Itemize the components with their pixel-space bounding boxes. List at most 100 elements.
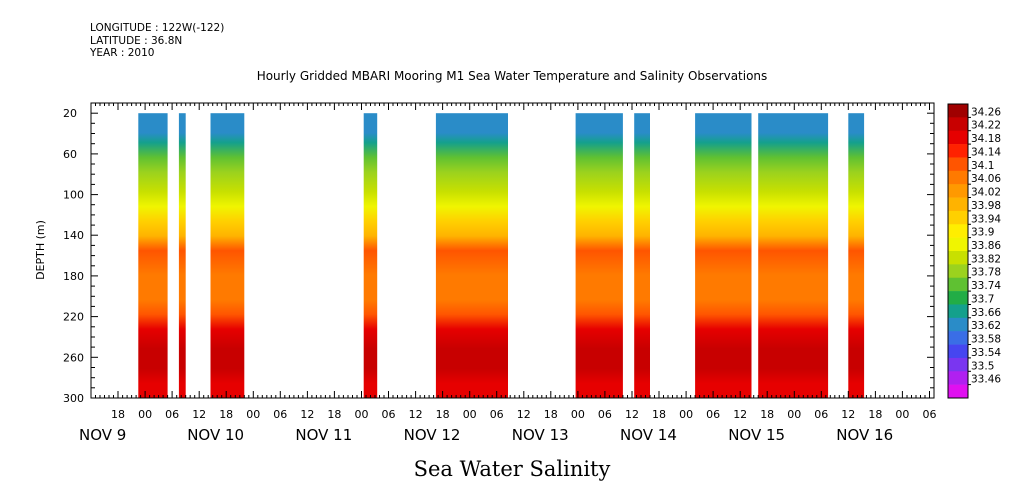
x-tick-label: 06 <box>490 408 504 421</box>
y-tick-label: 180 <box>63 270 84 283</box>
colorbar-swatch <box>948 251 968 265</box>
colorbar-swatch <box>948 277 968 292</box>
colorbar-swatch <box>948 237 968 252</box>
x-tick-label: 00 <box>787 408 801 421</box>
data-block-3 <box>210 113 245 398</box>
x-tick-label: 06 <box>165 408 179 421</box>
data-block-1 <box>138 113 168 398</box>
plot-frame <box>90 102 935 399</box>
x-tick-label: 00 <box>895 408 909 421</box>
colorbar: 34.2634.2234.1834.1434.134.0634.0233.983… <box>947 103 1001 399</box>
colorbar-label: 34.18 <box>971 133 1001 145</box>
colorbar-swatch <box>948 184 968 198</box>
colorbar-swatch <box>948 117 968 132</box>
colorbar-swatch <box>948 371 968 385</box>
x-day-label: NOV 15 <box>728 426 785 444</box>
colorbar-label: 34.22 <box>971 120 1001 132</box>
x-tick-label: 00 <box>571 408 585 421</box>
x-tick-label: 06 <box>382 408 396 421</box>
colorbar-swatch <box>948 130 968 145</box>
colorbar-label: 33.94 <box>971 213 1001 225</box>
x-tick-label: 18 <box>436 408 450 421</box>
colorbar-swatch <box>948 144 968 158</box>
x-tick-label: 12 <box>733 408 747 421</box>
colorbar-swatch <box>948 264 968 279</box>
colorbar-swatch <box>948 157 968 172</box>
data-block-2 <box>178 113 186 398</box>
chart-title: Hourly Gridded MBARI Mooring M1 Sea Wate… <box>257 69 768 83</box>
data-block-4 <box>363 113 378 398</box>
colorbar-label: 33.66 <box>971 307 1001 319</box>
x-day-label: NOV 10 <box>187 426 244 444</box>
colorbar-swatch <box>948 317 968 332</box>
colorbar-swatch <box>948 210 968 225</box>
x-tick-label: 12 <box>409 408 423 421</box>
x-tick-label: 12 <box>625 408 639 421</box>
x-day-label: NOV 11 <box>295 426 352 444</box>
colorbar-label: 33.74 <box>971 280 1001 292</box>
y-tick-label: 20 <box>63 107 77 120</box>
colorbar-label: 33.98 <box>971 200 1001 212</box>
data-block-6 <box>575 113 623 398</box>
colorbar-swatch <box>948 344 968 359</box>
x-tick-label: 06 <box>923 408 937 421</box>
colorbar-swatch <box>948 224 968 238</box>
x-tick-label: 18 <box>219 408 233 421</box>
y-tick-label: 300 <box>63 392 84 405</box>
x-tick-label: 18 <box>327 408 341 421</box>
data-block-5 <box>435 113 508 398</box>
variable-title: Sea Water Salinity <box>414 457 611 481</box>
colorbar-label: 33.58 <box>971 334 1001 346</box>
axes-layer: 20 60 100 140 180 220 260 300 18 00 06 12 18 00 06 12 18… <box>63 102 937 444</box>
colorbar-label: 33.54 <box>971 347 1001 359</box>
colorbar-swatch <box>948 197 968 212</box>
colorbar-label: 34.26 <box>971 106 1001 118</box>
plot-data-layer <box>138 113 865 398</box>
data-block-8 <box>695 113 752 398</box>
latitude-text: LATITUDE : 36.8N <box>90 34 183 47</box>
x-tick-label: 12 <box>192 408 206 421</box>
colorbar-label: 34.02 <box>971 187 1001 199</box>
colorbar-swatch <box>948 291 968 305</box>
colorbar-swatch <box>948 304 968 319</box>
x-tick-label: 18 <box>868 408 882 421</box>
x-day-label: NOV 9 <box>79 426 126 444</box>
data-block-7 <box>634 113 650 398</box>
x-tick-label: 12 <box>300 408 314 421</box>
colorbar-label: 33.46 <box>971 374 1001 386</box>
x-tick-label: 06 <box>273 408 287 421</box>
x-tick-label: 18 <box>111 408 125 421</box>
colorbar-label: 33.9 <box>971 227 994 239</box>
x-day-label: NOV 16 <box>836 426 893 444</box>
y-tick-label: 220 <box>63 311 84 324</box>
y-axis-label: DEPTH (m) <box>34 220 47 280</box>
colorbar-label: 34.06 <box>971 173 1001 185</box>
x-day-label: NOV 12 <box>404 426 461 444</box>
x-tick-label: 06 <box>814 408 828 421</box>
colorbar-label: 33.82 <box>971 253 1001 265</box>
data-block-10 <box>848 113 865 398</box>
y-tick-label: 100 <box>63 189 84 202</box>
x-day-label: NOV 13 <box>512 426 569 444</box>
y-tick-label: 140 <box>63 229 84 242</box>
colorbar-label: 33.7 <box>971 294 994 306</box>
x-tick-label: 06 <box>598 408 612 421</box>
data-block-9 <box>758 113 829 398</box>
colorbar-label: 33.86 <box>971 240 1001 252</box>
y-tick-label: 60 <box>63 148 77 161</box>
colorbar-swatch <box>948 104 968 118</box>
x-day-label: NOV 14 <box>620 426 677 444</box>
colorbar-swatch <box>948 331 968 345</box>
x-tick-label: 00 <box>138 408 152 421</box>
longitude-text: LONGITUDE : 122W(-122) <box>90 22 225 34</box>
colorbar-label: 33.78 <box>971 267 1001 279</box>
x-tick-label: 18 <box>544 408 558 421</box>
colorbar-label: 34.14 <box>971 147 1001 159</box>
x-tick-label: 00 <box>246 408 260 421</box>
x-tick-label: 06 <box>706 408 720 421</box>
metadata-block: LONGITUDE : 122W(-122) LATITUDE : 36.8N … <box>90 22 224 60</box>
colorbar-label: 34.1 <box>971 160 994 172</box>
x-tick-label: 00 <box>463 408 477 421</box>
x-tick-label: 12 <box>841 408 855 421</box>
